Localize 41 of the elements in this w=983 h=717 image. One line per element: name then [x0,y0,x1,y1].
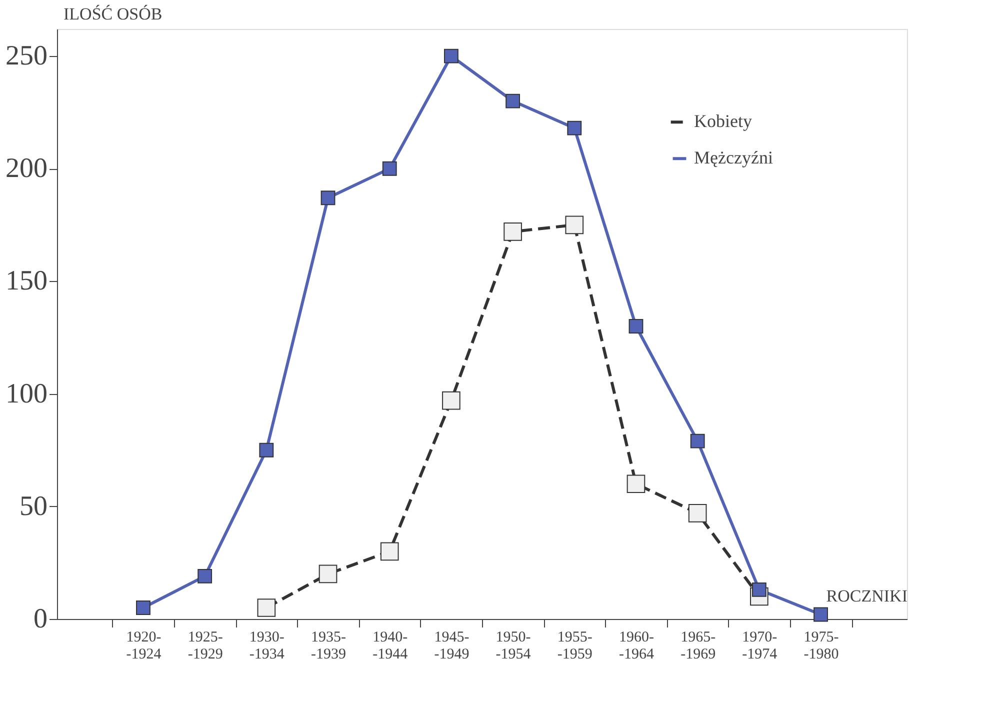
point [259,442,274,458]
y-tick-label: 250 [6,40,48,72]
x-tick-label: 1925- -1929 [188,630,223,662]
point [382,161,397,176]
point [257,598,276,617]
x-tick-label: 1930- -1934 [249,630,285,662]
x-tick-label: 1965- -1969 [680,630,716,662]
point [198,569,212,584]
x-tick-label: 1920- -1924 [126,630,162,662]
x-tick-label: 1940- -1944 [372,630,408,662]
point [504,222,522,241]
y-tick-label: 0 [34,604,48,634]
point [320,190,336,206]
point [690,434,705,448]
point [136,600,150,615]
point [567,120,582,136]
y-axis-title: ILOŚĆ OSÓB [64,4,162,24]
y-tick-label: 150 [6,266,48,297]
point [628,319,644,334]
point [318,564,338,584]
point [442,391,460,410]
legend-label: Mężczyźni [694,148,773,168]
x-tick-label: 1945- -1949 [434,630,470,662]
y-tick-label: 200 [6,153,48,184]
y-tick-label: 100 [6,378,48,410]
point [688,504,707,522]
x-tick-label: 1935- -1939 [311,630,346,662]
point [506,94,520,108]
point [380,542,399,561]
x-tick-label: 1970- -1974 [742,630,778,662]
x-tick-label: 1955- -1959 [557,630,592,662]
x-tick-label: 1950- -1954 [496,630,532,662]
y-tick-label: 50 [20,490,48,522]
point [814,607,828,622]
x-tick-label: 1960- -1964 [618,630,654,662]
legend-label: Kobiety [694,111,752,132]
point [565,216,584,234]
x-tick-label: 1975- -1980 [804,630,839,662]
point [626,474,646,494]
point [444,48,458,64]
x-axis-title: ROCZNIKI [826,586,908,606]
